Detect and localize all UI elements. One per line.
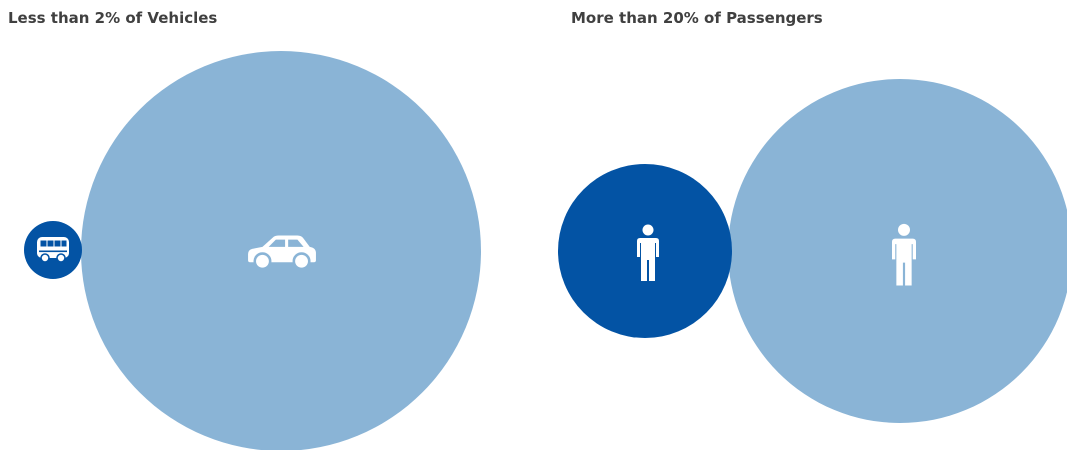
vehicles-chart-title: Less than 2% of Vehicles [8,9,218,27]
passengers-chart-title: More than 20% of Passengers [571,9,823,27]
